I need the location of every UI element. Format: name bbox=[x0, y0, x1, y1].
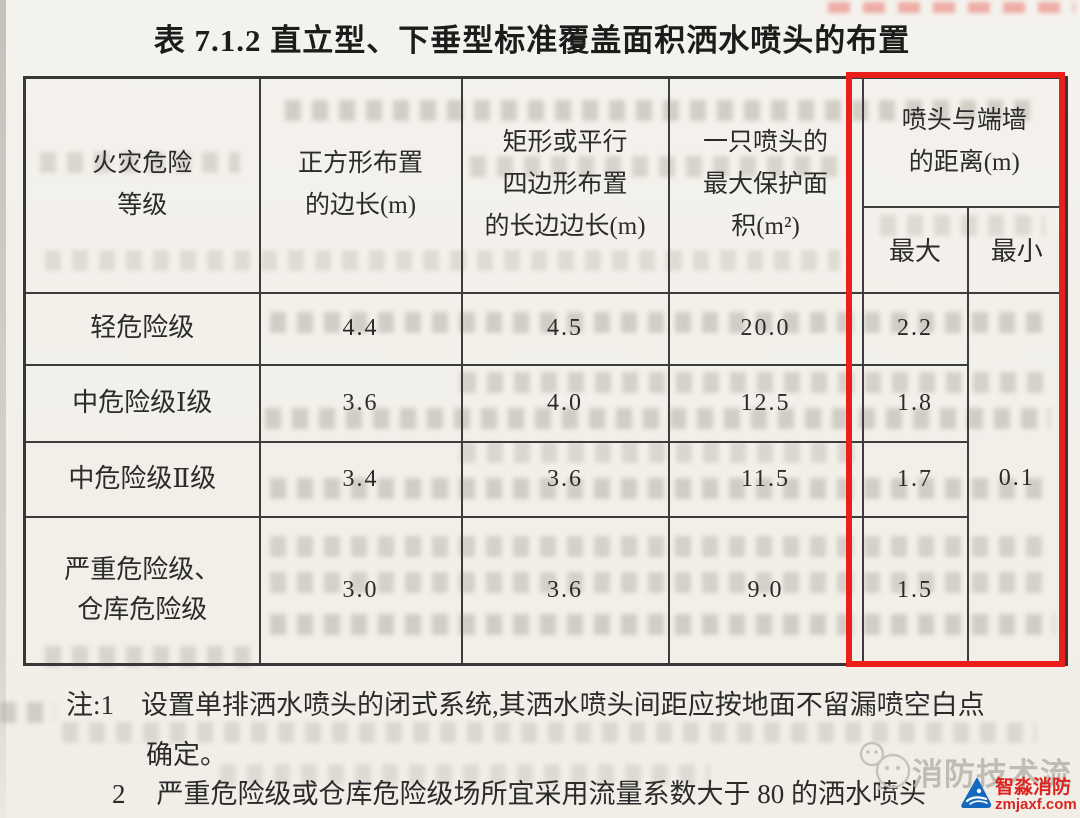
bleed-through-artifact bbox=[0, 702, 55, 723]
bleed-through-artifact bbox=[220, 764, 710, 785]
cell-rect: 4.0 bbox=[460, 363, 670, 443]
cell-rect: 3.6 bbox=[460, 440, 670, 518]
cell-wall-max: 1.5 bbox=[861, 515, 969, 666]
cell-area: 9.0 bbox=[667, 515, 864, 666]
cell-square: 4.4 bbox=[258, 291, 463, 366]
cell-wall-max: 1.7 bbox=[861, 440, 969, 518]
note-2-text: 严重危险级或仓库危险级场所宜采用流量系数大于 80 的洒水喷头 bbox=[156, 779, 927, 809]
cell-rect: 3.6 bbox=[460, 515, 670, 666]
col-header-max: 最大 bbox=[861, 205, 969, 294]
note-1-text: 设置单排洒水喷头的闭式系统,其洒水喷头间距应按地面不留漏喷空白点 bbox=[141, 690, 985, 720]
cell-hazard: 轻危险级 bbox=[23, 291, 261, 366]
note-label: 注:1 bbox=[66, 690, 115, 720]
cell-area: 11.5 bbox=[667, 440, 864, 518]
watermark-brand-text: 消防技术流 bbox=[912, 757, 1072, 792]
cell-hazard: 严重危险级、 仓库危险级 bbox=[23, 515, 261, 666]
col-header-min: 最小 bbox=[966, 205, 1068, 294]
highlight-rectangle bbox=[846, 72, 1065, 667]
cell-area: 12.5 bbox=[667, 363, 864, 443]
table-title: 表 7.1.2 直立型、下垂型标准覆盖面积洒水喷头的布置 bbox=[153, 23, 911, 58]
watermark-website: zmjaxf.com bbox=[995, 796, 1077, 813]
scan-red-bleed-mark bbox=[828, 2, 1075, 13]
col-header-hazard: 火灾危险 等级 bbox=[23, 76, 261, 294]
table-row: 中危险级Ⅱ级 3.4 3.6 11.5 1.7 bbox=[23, 440, 1067, 518]
col-header-area: 一只喷头的 最大保护面 积(m²) bbox=[667, 76, 864, 294]
note-2: 2 严重危险级或仓库危险级场所宜采用流量系数大于 80 的洒水喷头 bbox=[112, 772, 926, 811]
watermark-company-name: 智淼消防 bbox=[995, 777, 1072, 798]
col-header-wall-distance: 喷头与端墙 的距离(m) bbox=[861, 76, 1068, 208]
note-2-number: 2 bbox=[112, 779, 126, 809]
cell-wall-max: 2.2 bbox=[861, 291, 969, 366]
cell-area: 20.0 bbox=[667, 291, 864, 366]
cell-hazard: 中危险级Ⅰ级 bbox=[23, 363, 261, 443]
table-row: 中危险级Ⅰ级 3.6 4.0 12.5 1.8 bbox=[23, 363, 1067, 443]
table-row: 严重危险级、 仓库危险级 3.0 3.6 9.0 1.5 bbox=[23, 515, 1067, 666]
header-row-1: 火灾危险 等级 正方形布置 的边长(m) 矩形或平行 四边形布置 的长边边长(m… bbox=[23, 76, 1068, 294]
note-1-line-1: 注:1 设置单排洒水喷头的闭式系统,其洒水喷头间距应按地面不留漏喷空白点 bbox=[66, 683, 985, 722]
col-header-square: 正方形布置 的边长(m) bbox=[258, 76, 463, 294]
cell-square: 3.0 bbox=[258, 515, 463, 666]
cell-hazard: 中危险级Ⅱ级 bbox=[23, 440, 261, 518]
bleed-through-artifact bbox=[62, 722, 1037, 743]
chat-faces-icon bbox=[859, 741, 911, 791]
company-logo-icon bbox=[961, 778, 992, 808]
cell-square: 3.4 bbox=[258, 440, 463, 518]
cell-square: 3.6 bbox=[258, 363, 463, 443]
col-header-rect: 矩形或平行 四边形布置 的长边边长(m) bbox=[460, 76, 670, 294]
cell-rect: 4.5 bbox=[460, 291, 670, 366]
scan-edge-shadow bbox=[0, 0, 6, 818]
note-1-line-2: 确定。 bbox=[146, 740, 227, 770]
cell-wall-max: 1.8 bbox=[861, 363, 969, 443]
header-row-2: 最大 最小 bbox=[25, 205, 1068, 294]
